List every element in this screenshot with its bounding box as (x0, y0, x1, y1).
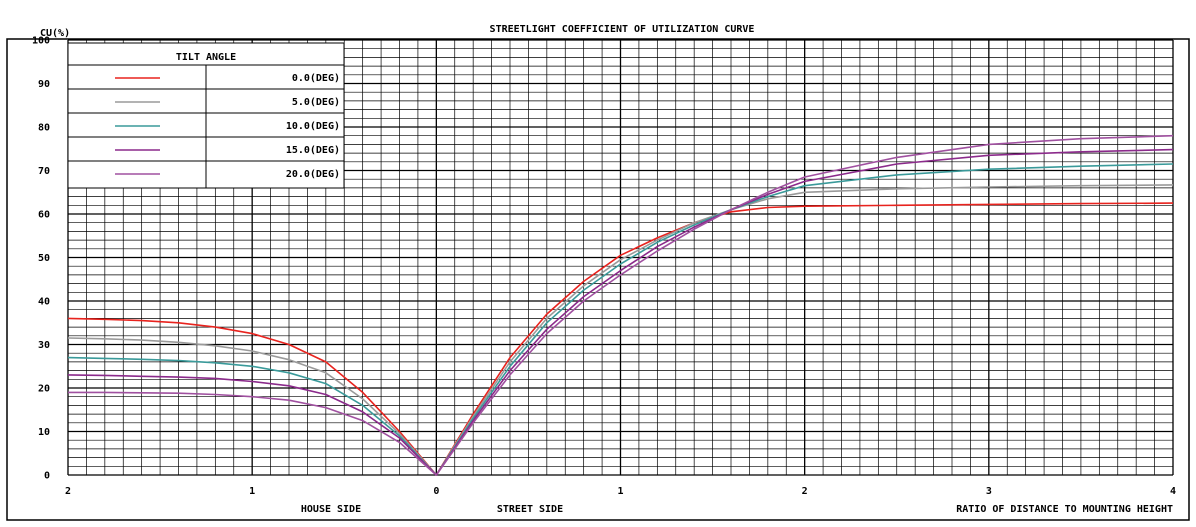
series-line (68, 134, 1174, 476)
y-tick-label: 50 (38, 253, 50, 264)
y-tick-label: 30 (38, 340, 50, 351)
y-tick-label: 60 (38, 210, 50, 221)
y-tick-label: 100 (32, 36, 50, 47)
x-axis-ticks: 2 1 0 1 2 3 4 (65, 486, 1176, 497)
series-line (67, 202, 1174, 476)
x-tick-label: 1 (617, 486, 623, 497)
legend-label: 0.0(DEG) (292, 73, 340, 84)
y-tick-label: 20 (38, 384, 50, 395)
y-axis-ticks: 0 10 20 30 40 50 60 70 80 90 100 (32, 36, 50, 482)
y-tick-label: 10 (38, 427, 50, 438)
legend-label: 15.0(DEG) (286, 145, 340, 156)
x-tick-label: 0 (433, 486, 439, 497)
x-tick-label: 2 (802, 486, 808, 497)
x-tick-label: 3 (986, 486, 992, 497)
legend-title: TILT ANGLE (176, 52, 236, 63)
x-axis-label: RATIO OF DISTANCE TO MOUNTING HEIGHT (956, 504, 1173, 515)
y-tick-label: 90 (38, 79, 50, 90)
legend-rows: 0.0(DEG) 5.0(DEG) 10.0(DEG) 15.0(DEG) 20.0(D… (68, 64, 344, 188)
y-tick-label: 40 (38, 297, 50, 308)
series-lines (67, 134, 1174, 476)
series-line (67, 163, 1174, 476)
legend-label: 5.0(DEG) (292, 97, 340, 108)
y-tick-label: 70 (38, 166, 50, 177)
legend-label: 10.0(DEG) (286, 121, 340, 132)
y-tick-label: 0 (44, 471, 50, 482)
house-side-label: HOUSE SIDE (301, 504, 361, 515)
x-tick-label: 4 (1170, 486, 1176, 497)
legend-label: 20.0(DEG) (286, 169, 340, 180)
x-tick-label: 1 (249, 486, 255, 497)
x-tick-label: 2 (65, 486, 71, 497)
street-side-label: STREET SIDE (497, 504, 563, 515)
legend: TILT ANGLE 0.0(DEG) 5.0(DEG) 10.0(DEG) 15.0… (67, 42, 345, 189)
outer-frame (6, 38, 1190, 521)
y-tick-label: 80 (38, 123, 50, 134)
series-line (67, 184, 1174, 476)
chart-title: STREETLIGHT COEFFICIENT OF UTILIZATION C… (490, 24, 755, 35)
series-line (67, 148, 1174, 476)
y-axis-label: CU(%) (40, 28, 70, 39)
